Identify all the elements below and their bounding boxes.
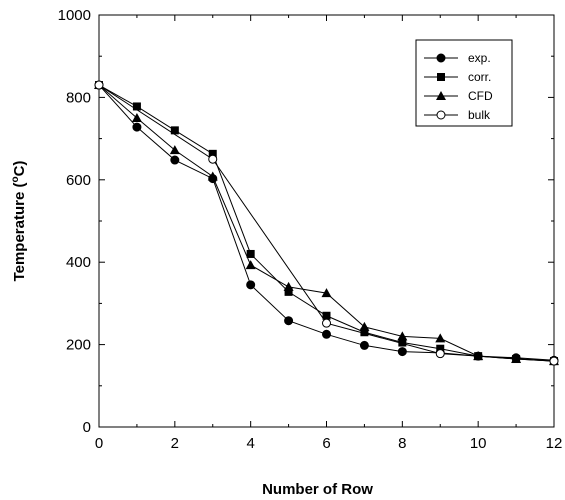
y-tick-label: 1000 [58,7,91,24]
y-axis-title: Temperature (oC) [10,161,28,282]
legend-item: bulk [424,108,491,122]
legend-item: exp. [424,51,491,65]
x-tick-label: 8 [398,435,406,452]
y-tick-label: 400 [66,254,91,271]
legend-item: corr. [424,70,491,84]
data-point-corr [284,287,293,296]
x-tick-label: 4 [246,435,254,452]
x-tick-label: 6 [322,435,330,452]
y-axis-title-main: Temperature ( [11,183,28,282]
legend-item: CFD [424,89,493,103]
data-point-cfd [359,321,370,331]
y-axis-title-superscript: o [10,176,21,182]
legend-box [415,39,513,127]
legend-label: CFD [468,89,493,103]
data-point-bulk [94,80,104,90]
x-axis-title: Number of Row [262,481,373,498]
y-tick-label: 800 [66,89,91,106]
data-point-cfd [283,281,294,291]
data-point-cfd [511,354,522,364]
legend-marker [436,110,446,120]
data-point-bulk [435,349,445,359]
data-point-exp [132,122,142,132]
data-point-cfd [397,331,408,341]
series-group [94,80,559,366]
data-point-cfd [245,260,256,270]
legend-marker [437,73,445,81]
axes: 0 2 4 6 8 10 12 0 200 400 600 800 1000 Number of Row T… [10,7,562,498]
x-tick-label: 2 [171,435,179,452]
legend-marker [436,53,446,63]
data-point-cfd [435,333,446,343]
data-point-cfd [169,145,180,155]
data-point-cfd [473,351,484,361]
data-point-corr [322,311,331,320]
data-point-exp [284,316,294,326]
legend: exp. corr. CFD bulk [415,39,513,127]
data-point-exp [397,347,407,357]
x-tick-label: 0 [95,435,103,452]
data-point-corr [436,344,445,353]
y-tick-label: 600 [66,172,91,189]
data-point-corr [246,249,255,258]
data-point-bulk [322,318,331,328]
y-tick-label: 0 [83,419,91,436]
y-axis-title-end: C) [11,161,28,177]
legend-label: bulk [468,108,491,122]
y-tick-label: 200 [66,337,91,354]
data-point-cfd [131,113,142,122]
legend-label: corr. [468,70,491,84]
data-point-corr [170,126,179,135]
data-point-exp [246,280,256,290]
data-point-cfd [207,171,218,181]
legend-label: exp. [468,51,491,65]
data-point-cfd [321,288,332,298]
x-tick-label: 10 [470,435,487,452]
data-point-exp [170,155,180,165]
series-markers-bulk [94,80,559,366]
x-tick-label: 12 [546,435,563,452]
data-point-exp [359,340,369,350]
data-point-corr [208,149,217,158]
legend-marker [436,91,446,100]
data-point-corr [132,102,141,111]
data-point-bulk [208,154,218,164]
data-point-exp [322,329,331,339]
data-point-corr [398,338,407,347]
data-point-corr [360,328,369,337]
data-point-bulk [549,356,559,366]
